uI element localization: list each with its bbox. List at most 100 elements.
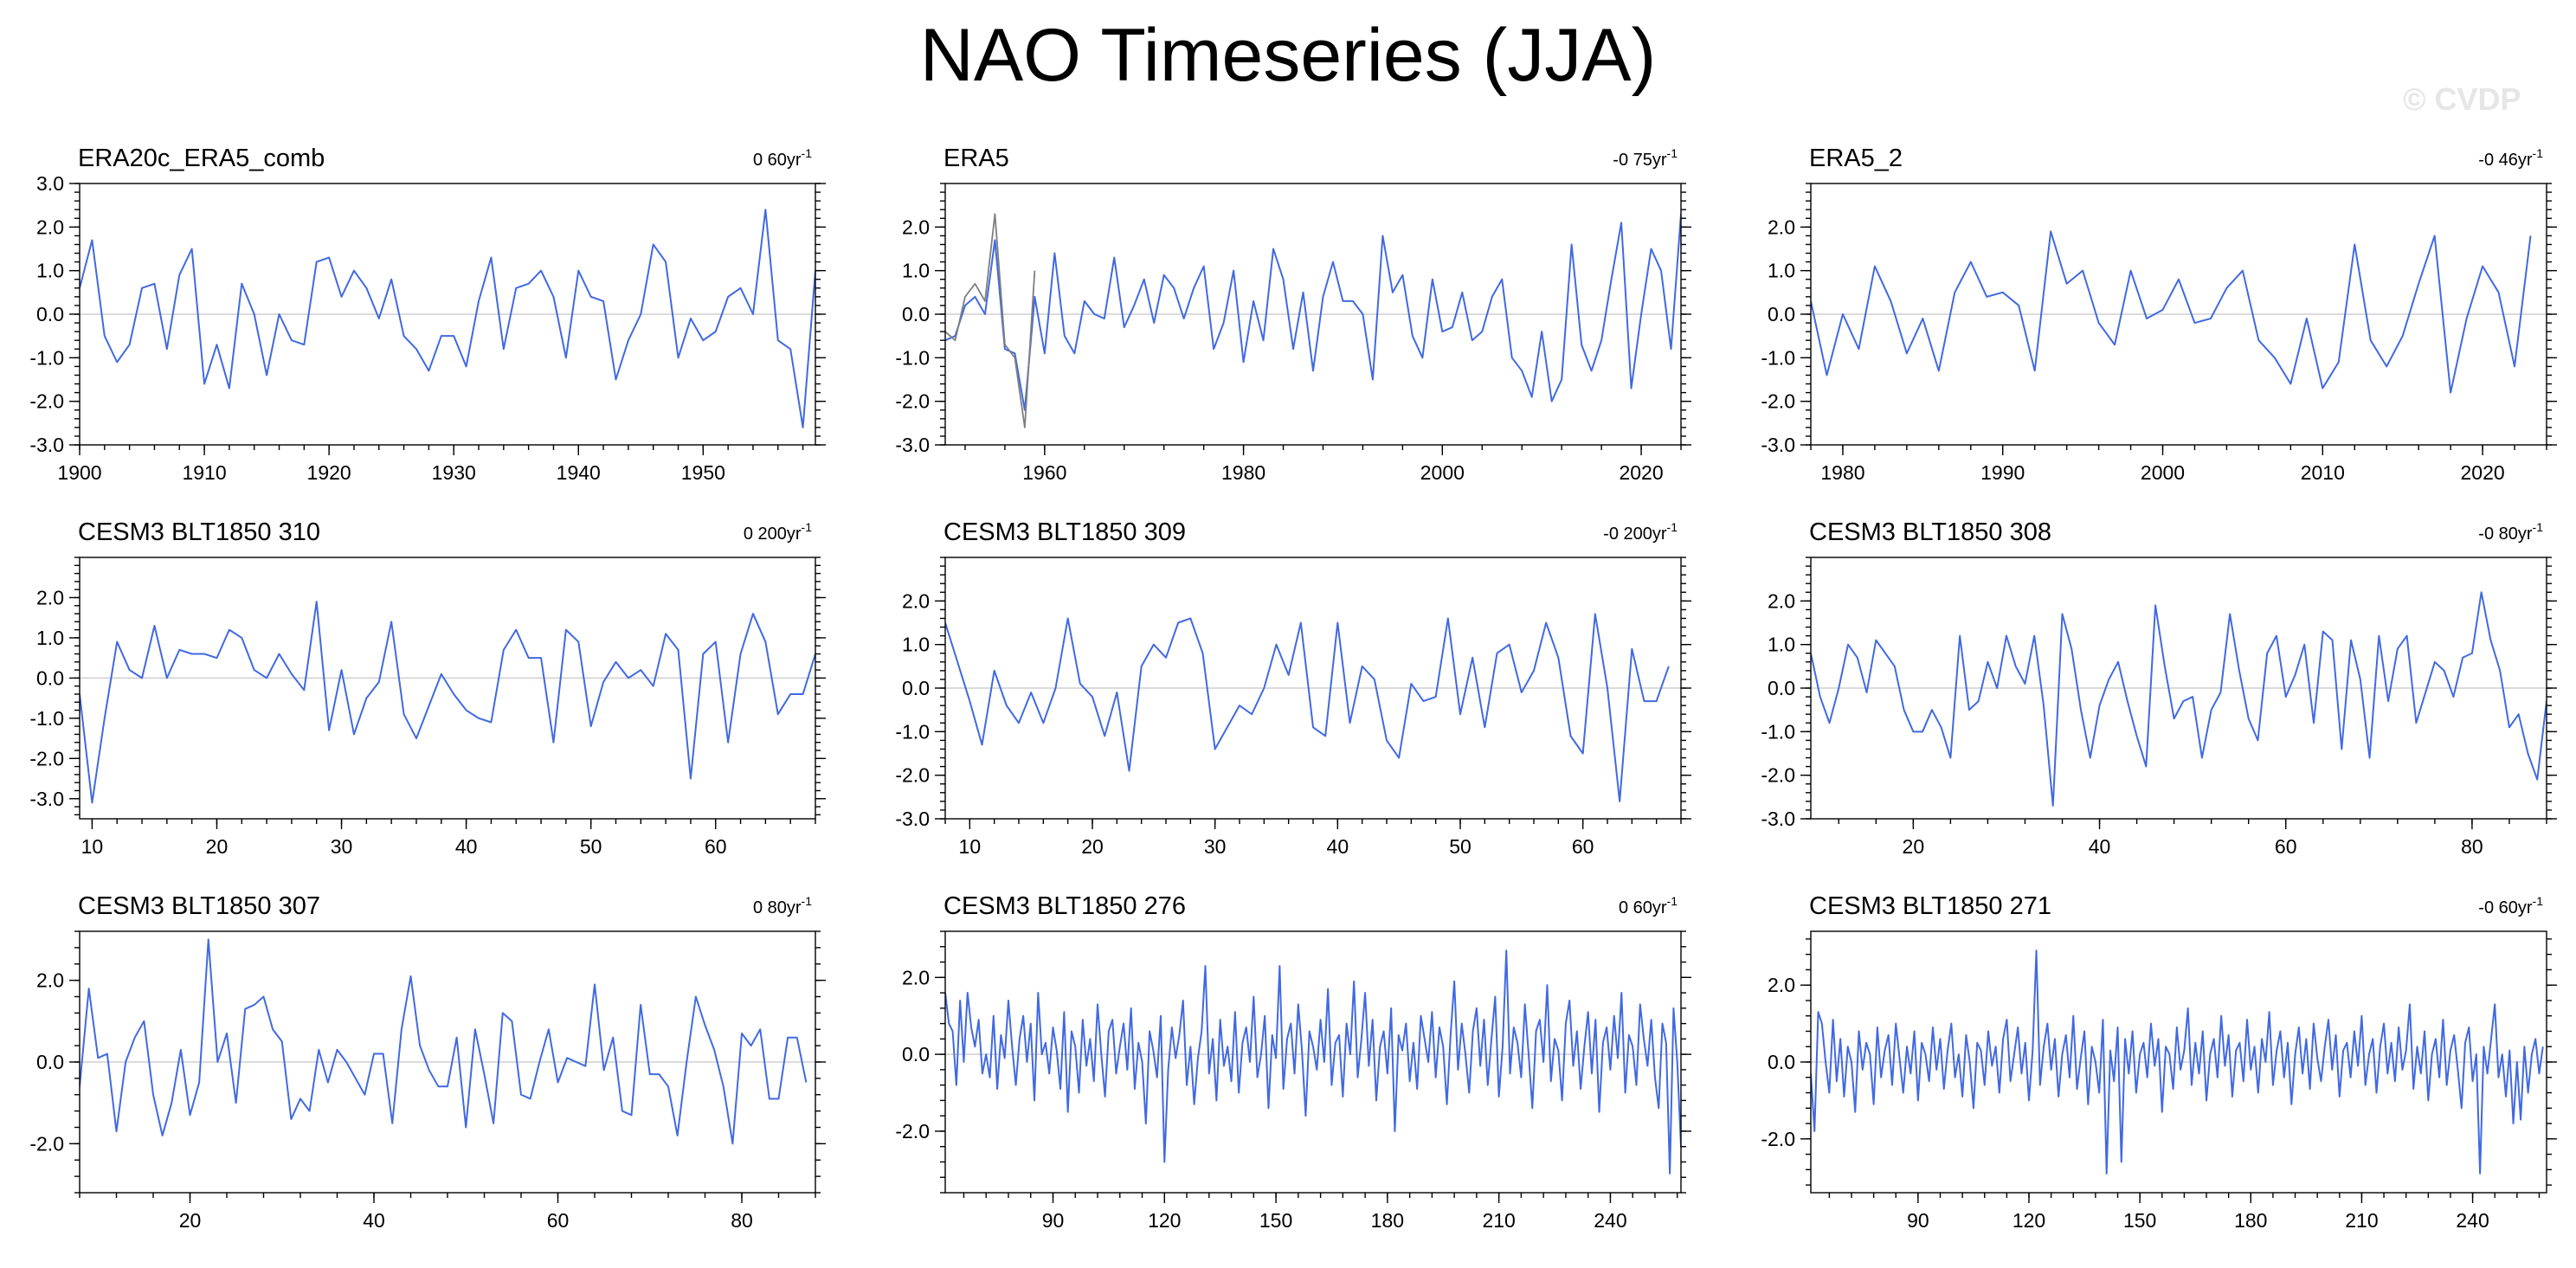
panel-3: ERA5_2 -0 46yr-1 2.0 1.0 0.0 -1.0 -2.0 -3.0 1980… [1761, 145, 2557, 484]
x-tick-label: 180 [1371, 1209, 1404, 1232]
x-tick-label: 2000 [2141, 461, 2185, 484]
x-tick-label: 150 [2123, 1209, 2156, 1232]
y-tick-label: 0.0 [1768, 677, 1795, 699]
y-tick-label: 2.0 [902, 589, 930, 612]
y-tick-label: -1.0 [895, 346, 930, 369]
trend-exponent: -1 [1667, 520, 1678, 534]
y-tick-label: -2.0 [29, 1132, 64, 1155]
x-tick-label: 20 [206, 835, 229, 858]
trend-value: -0 200yr [1603, 525, 1667, 544]
panel-title: CESM3 BLT1850 310 [78, 518, 320, 546]
panel-trend: -0 75yr-1 [1613, 146, 1678, 170]
nao-series-line [945, 214, 1681, 411]
y-tick-label: 2.0 [1768, 974, 1795, 996]
panel-title: ERA20c_ERA5_comb [78, 145, 325, 172]
y-tick-label: 0.0 [36, 1051, 64, 1073]
x-tick-label: 60 [1572, 835, 1594, 858]
y-tick-label: -1.0 [1761, 720, 1795, 743]
y-tick-label: -2.0 [1761, 1128, 1795, 1150]
x-tick-label: 30 [1204, 835, 1227, 858]
x-tick-label: 1950 [681, 461, 725, 484]
trend-value: 0 60yr [753, 151, 802, 170]
y-tick-label: -2.0 [1761, 390, 1795, 413]
x-tick-label: 1990 [1980, 461, 2025, 484]
x-tick-label: 50 [580, 835, 602, 858]
y-tick-label: -1.0 [1761, 346, 1795, 369]
x-tick-label: 1900 [57, 461, 101, 484]
trend-value: -0 60yr [2478, 898, 2533, 917]
panel-trend: 0 80yr-1 [753, 894, 812, 917]
y-tick-label: 1.0 [36, 260, 64, 282]
x-tick-label: 80 [2461, 835, 2483, 858]
y-tick-label: 2.0 [36, 216, 64, 238]
trend-value: -0 80yr [2478, 525, 2533, 544]
y-tick-label: -3.0 [895, 808, 930, 830]
y-tick-label: 3.0 [36, 172, 64, 195]
y-tick-label: 2.0 [1768, 216, 1795, 238]
nao-series-line [945, 949, 1681, 1175]
trend-exponent: -1 [1667, 894, 1678, 908]
panel-5: CESM3 BLT1850 309 -0 200yr-1 2.0 1.0 0.0 -1.0… [895, 518, 1691, 858]
x-tick-label: 150 [1259, 1209, 1292, 1232]
x-tick-label: 1980 [1820, 461, 1864, 484]
x-tick-label: 120 [2012, 1209, 2045, 1232]
panel-trend: 0 60yr-1 [1619, 894, 1678, 917]
y-tick-label: -2.0 [895, 764, 930, 787]
x-tick-label: 40 [455, 835, 478, 858]
page-title: NAO Timeseries (JJA) [919, 14, 1657, 97]
panel-4: CESM3 BLT1850 310 0 200yr-1 2.0 1.0 0.0 -1.0 -… [29, 518, 826, 858]
x-tick-label: 120 [1148, 1209, 1181, 1232]
x-tick-label: 10 [959, 835, 982, 858]
trend-exponent: -1 [802, 520, 813, 534]
panel-2: ERA5 -0 75yr-1 2.0 1.0 0.0 -1.0 -2.0 -3.0 1960 19… [895, 145, 1691, 484]
x-tick-label: 40 [363, 1209, 385, 1232]
y-tick-label: 1.0 [1768, 634, 1795, 656]
x-tick-label: 1920 [307, 461, 351, 484]
x-tick-label: 240 [2456, 1209, 2489, 1232]
nao-series-line [80, 209, 815, 428]
y-tick-label: -1.0 [895, 720, 930, 743]
x-tick-label: 10 [81, 835, 104, 858]
cvdp-watermark: © CVDP [2403, 81, 2521, 117]
y-tick-label: -2.0 [1761, 764, 1795, 787]
x-tick-label: 20 [1081, 835, 1104, 858]
panel-frame [79, 557, 816, 820]
y-tick-label: 0.0 [902, 677, 930, 699]
x-tick-label: 50 [1449, 835, 1472, 858]
x-tick-label: 2010 [2301, 461, 2345, 484]
trend-exponent: -1 [1667, 146, 1678, 160]
x-tick-label: 1910 [182, 461, 226, 484]
panel-trend: -0 200yr-1 [1603, 520, 1678, 544]
x-tick-label: 1960 [1022, 461, 1066, 484]
nao-series-line [945, 613, 1670, 802]
panel-title: CESM3 BLT1850 276 [943, 892, 1186, 920]
y-tick-label: 0.0 [902, 1043, 930, 1065]
trend-value: 0 200yr [744, 525, 802, 544]
x-tick-label: 20 [179, 1209, 202, 1232]
y-tick-label: 0.0 [1768, 1051, 1795, 1073]
y-tick-label: 1.0 [902, 260, 930, 282]
nao-series-line [1811, 949, 2544, 1175]
y-tick-label: -3.0 [1761, 434, 1795, 456]
panel-title: ERA5_2 [1809, 145, 1903, 172]
y-tick-label: -1.0 [29, 707, 64, 730]
trend-exponent: -1 [2533, 146, 2544, 160]
overlay-series-line [945, 213, 1036, 428]
x-tick-label: 240 [1594, 1209, 1626, 1232]
x-tick-label: 60 [705, 835, 727, 858]
y-tick-label: 1.0 [36, 627, 64, 649]
y-tick-label: 2.0 [36, 969, 64, 992]
x-tick-label: 60 [547, 1209, 570, 1232]
y-tick-label: -2.0 [29, 747, 64, 769]
panel-title: CESM3 BLT1850 307 [78, 892, 320, 920]
x-tick-label: 1940 [557, 461, 601, 484]
trend-exponent: -1 [2533, 520, 2544, 534]
trend-value: -0 46yr [2478, 151, 2533, 170]
panel-7: CESM3 BLT1850 307 0 80yr-1 2.0 0.0 -2.0 20 40 6… [29, 892, 826, 1232]
panel-title: CESM3 BLT1850 309 [943, 518, 1186, 546]
nao-series-line [1811, 591, 2547, 807]
x-tick-label: 40 [1327, 835, 1349, 858]
y-tick-label: 2.0 [902, 216, 930, 238]
y-tick-label: -2.0 [895, 390, 930, 413]
